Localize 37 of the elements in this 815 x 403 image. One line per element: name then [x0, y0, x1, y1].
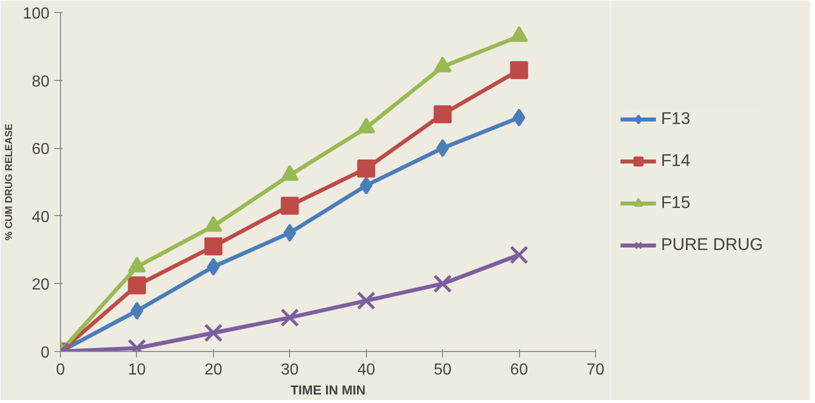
y-tick-label: 80 — [32, 73, 50, 90]
point — [130, 302, 144, 320]
point — [204, 237, 222, 256]
point — [436, 139, 449, 158]
point — [207, 258, 220, 276]
x-tick-label: 70 — [586, 362, 604, 378]
point — [283, 224, 296, 242]
y-tick-label: 100 — [22, 6, 50, 22]
y-tick-label: 40 — [32, 208, 50, 226]
x-tick-label: 0 — [56, 362, 66, 378]
point — [434, 105, 452, 124]
point — [280, 196, 299, 215]
legend-label: PURE DRUG — [661, 234, 764, 254]
x-tick-label: 60 — [510, 362, 528, 378]
point — [357, 159, 376, 178]
point — [512, 108, 526, 127]
point — [128, 276, 146, 294]
point — [360, 176, 373, 194]
legend-label: F15 — [661, 192, 690, 212]
point — [510, 246, 528, 264]
point — [204, 324, 223, 342]
point — [433, 274, 452, 293]
x-tick-label: 20 — [204, 362, 222, 378]
legend-label: F14 — [661, 150, 690, 170]
y-tick-label: 60 — [32, 141, 50, 158]
x-tick-label: 10 — [128, 362, 146, 378]
point — [510, 61, 528, 80]
point — [280, 308, 300, 327]
y-axis-title: % CUM DRUG RELEASE — [4, 123, 15, 240]
x-tick-label: 50 — [434, 362, 452, 378]
legend-label: F13 — [661, 108, 690, 128]
x-tick-label: 30 — [280, 362, 299, 378]
y-tick-label: 20 — [32, 276, 50, 294]
point — [356, 291, 376, 310]
y-tick-label: 0 — [40, 344, 50, 362]
x-axis-title: TIME IN MIN — [290, 382, 366, 398]
x-tick-label: 40 — [357, 362, 376, 378]
